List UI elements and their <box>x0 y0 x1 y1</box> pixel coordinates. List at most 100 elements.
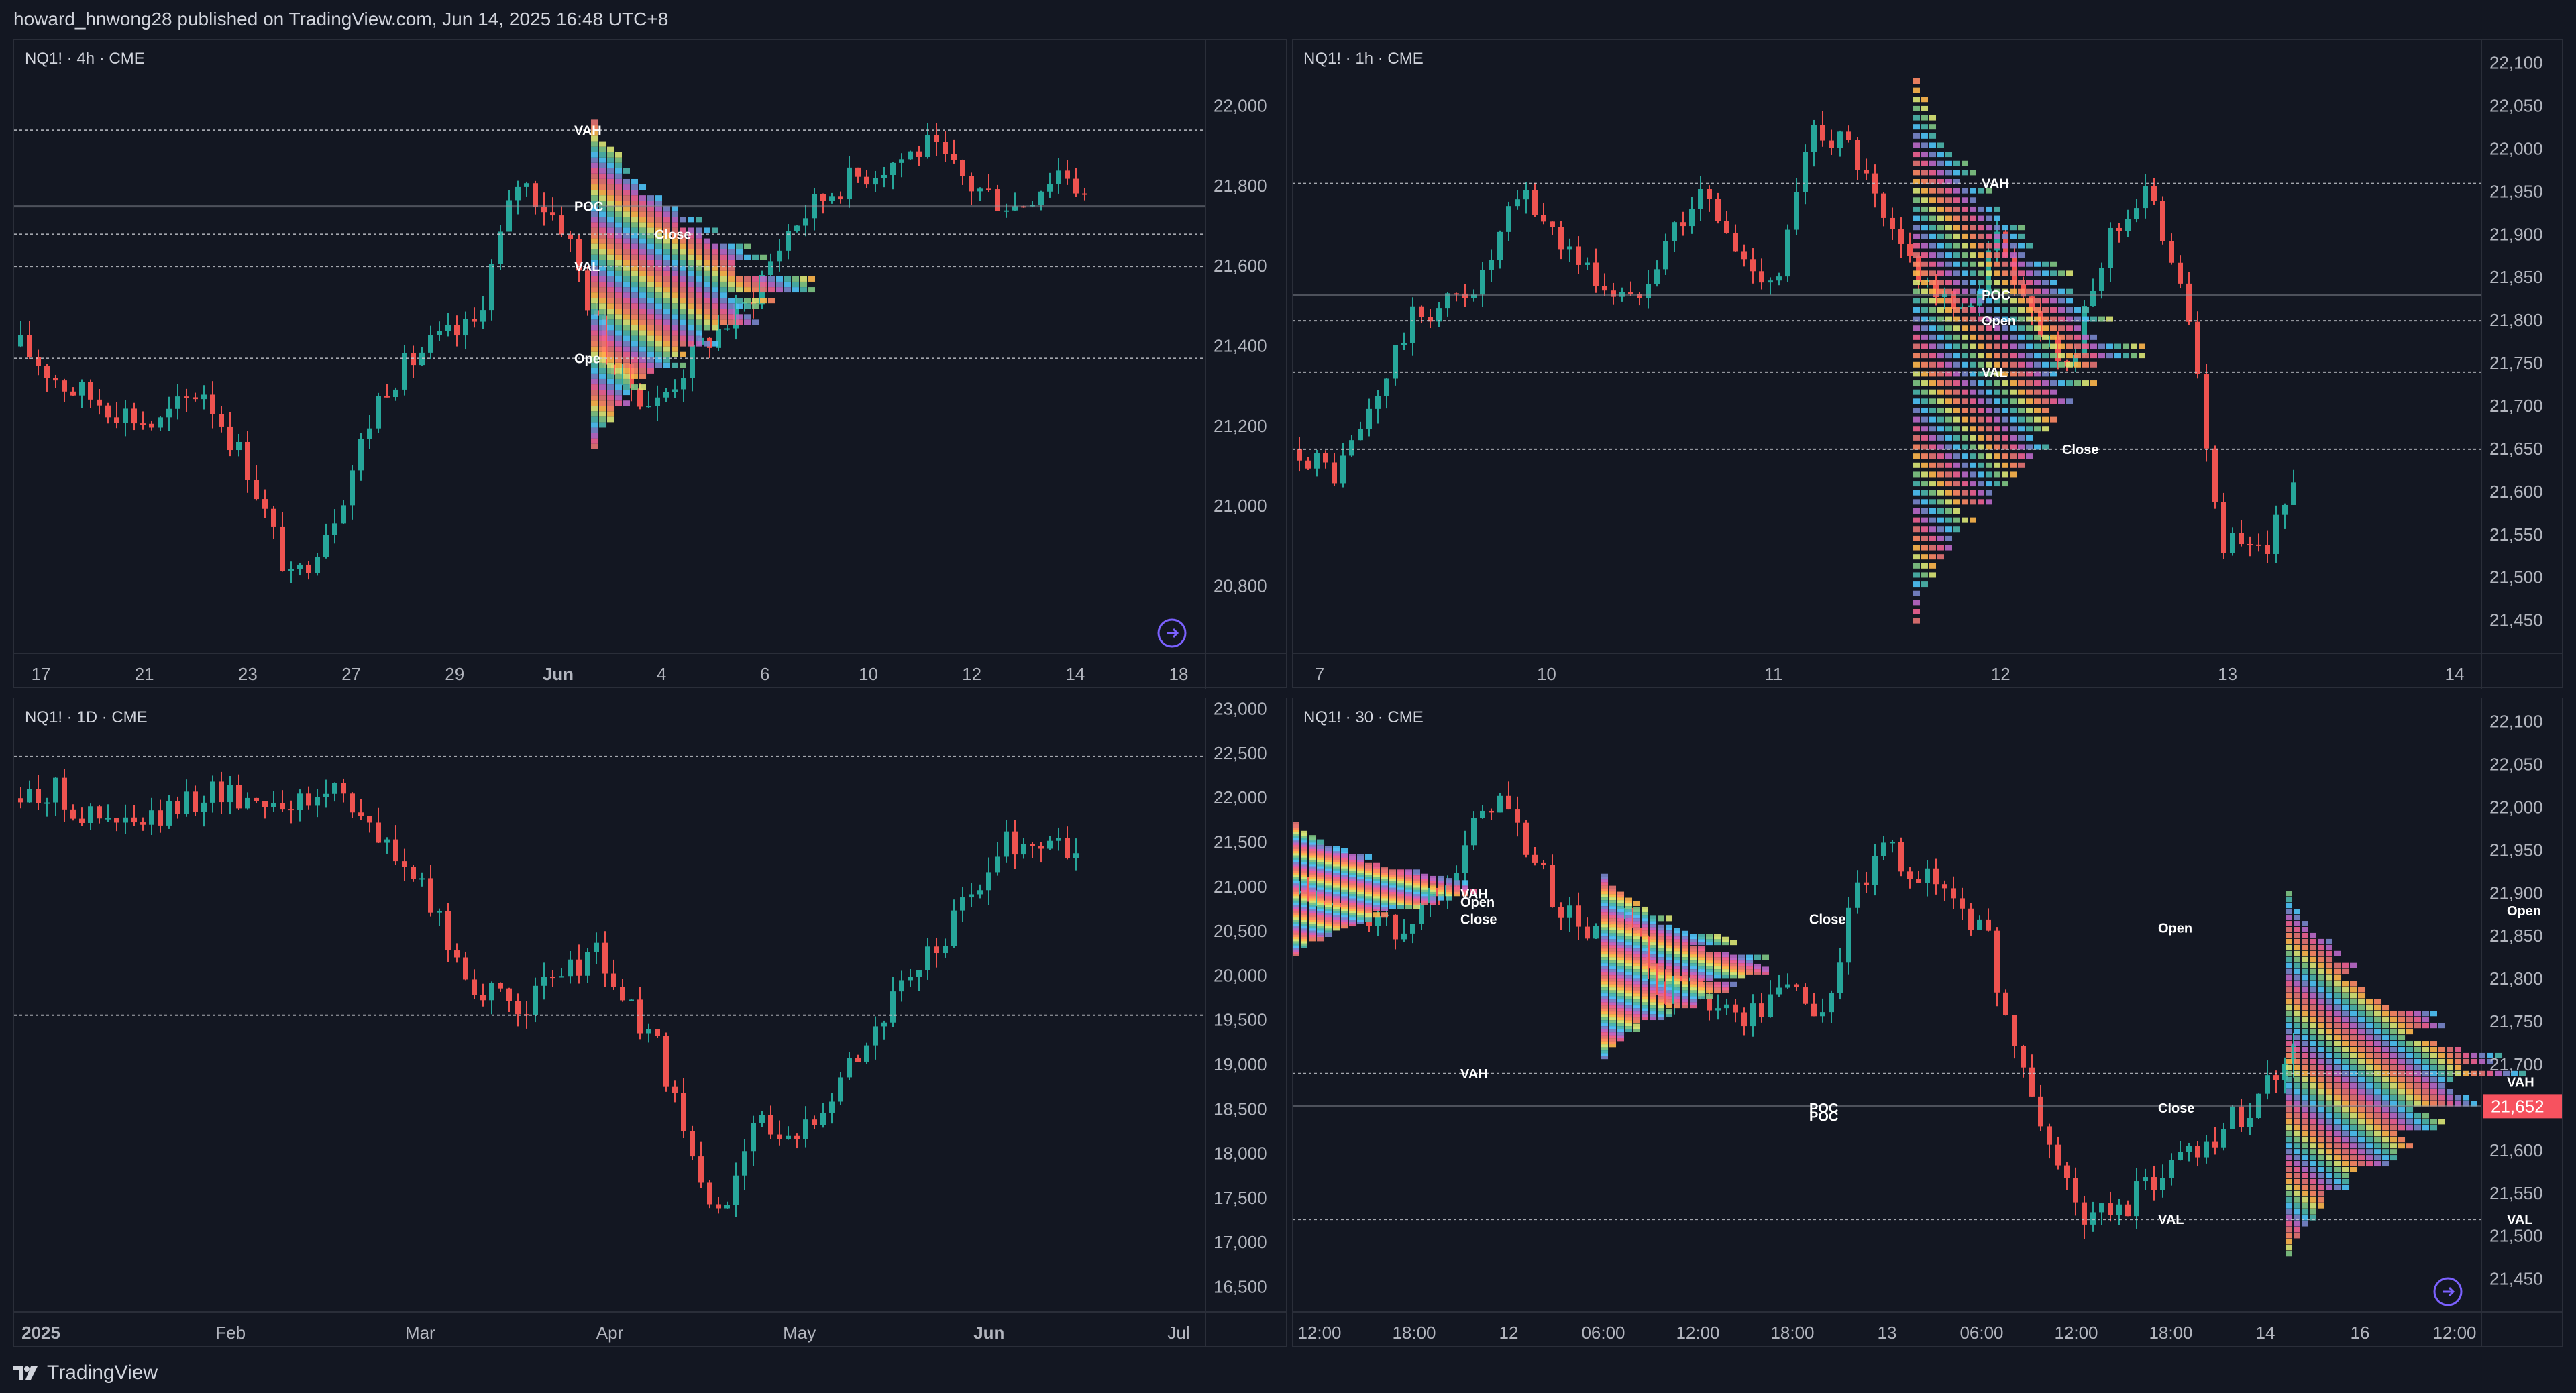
volume-profile-cell <box>1633 918 1640 924</box>
candle-body <box>629 999 634 1001</box>
volume-profile-cell <box>2034 334 2041 340</box>
tradingview-logo[interactable]: TradingView <box>13 1361 158 1384</box>
candle-body <box>393 389 398 398</box>
volume-profile-cell <box>728 265 735 271</box>
y-tick-label: 21,550 <box>2489 1183 2543 1203</box>
volume-profile-cell <box>680 227 686 233</box>
volume-profile-cell <box>663 330 670 336</box>
volume-profile-cell <box>1913 416 1920 423</box>
chart-svg-1d[interactable]: 23,00022,50022,00021,50021,00020,50020,0… <box>14 698 1287 1347</box>
candle-body <box>280 526 285 571</box>
chart-svg-1h[interactable]: VAHPOCOpenVALClose22,10022,05022,00021,9… <box>1293 40 2563 689</box>
volume-profile-cell <box>1601 877 1608 883</box>
chart-svg-4h[interactable]: VAHPOCVALCloseOpe22,00021,80021,60021,40… <box>14 40 1287 689</box>
volume-profile-cell <box>1625 1011 1632 1017</box>
volume-profile-cell <box>2374 1095 2381 1101</box>
volume-profile-cell <box>1738 963 1745 969</box>
candle-body <box>1480 270 1485 295</box>
volume-profile-cell <box>1970 316 1976 322</box>
volume-profile-cell <box>2358 1058 2365 1064</box>
volume-profile-cell <box>688 249 694 255</box>
candle-body <box>472 979 477 995</box>
volume-profile-cell <box>1666 966 1672 972</box>
volume-profile-cell <box>2026 298 2033 304</box>
volume-profile-cell <box>2066 380 2073 386</box>
candle-body <box>489 264 494 311</box>
volume-profile-cell <box>2318 1095 2324 1101</box>
volume-profile-cell <box>2342 1101 2349 1107</box>
volume-profile-cell <box>2374 1023 2381 1029</box>
y-tick-label: 21,600 <box>2489 482 2543 502</box>
candle-body <box>1968 305 1974 307</box>
volume-profile-cell <box>2350 1005 2357 1011</box>
volume-profile-cell <box>1405 903 1412 909</box>
volume-profile-cell <box>2342 1095 2349 1101</box>
volume-profile-cell <box>1937 371 1944 377</box>
volume-profile-cell <box>2139 343 2145 349</box>
candle-body <box>245 797 250 809</box>
volume-profile-cell <box>688 282 694 288</box>
volume-profile-cell <box>1953 206 1960 212</box>
volume-profile-cell <box>1633 1003 1640 1009</box>
chart-panel-30m[interactable]: VAH Close Open VAH Open POC VAL Open VAH POC Close… <box>1292 698 2563 1347</box>
volume-profile-cell <box>2318 956 2324 962</box>
candle-body <box>1305 460 1311 469</box>
candle-body <box>1523 822 1529 855</box>
volume-profile-cell <box>1633 954 1640 960</box>
candle-body <box>934 135 939 142</box>
volume-profile-cell <box>2398 1113 2405 1119</box>
volume-profile-cell <box>1674 975 1680 981</box>
volume-profile-cell <box>792 282 799 288</box>
volume-profile-cell <box>2326 950 2332 956</box>
volume-profile-cell <box>736 314 743 320</box>
volume-profile-cell <box>2058 316 2065 322</box>
volume-profile-cell <box>1913 600 1920 606</box>
candle-body <box>777 1134 782 1139</box>
volume-profile-cell <box>1937 343 1944 349</box>
volume-profile-cell <box>2366 1143 2373 1149</box>
candle-body <box>672 1086 678 1093</box>
volume-profile-cell <box>704 303 710 309</box>
volume-profile-cell <box>2310 974 2316 981</box>
volume-profile-cell <box>1986 481 1992 487</box>
x-tick-label: 23 <box>238 664 258 684</box>
volume-profile-cell <box>639 373 646 379</box>
volume-profile-cell <box>1658 1005 1664 1011</box>
candle-body <box>114 818 119 823</box>
volume-profile-cell <box>1625 993 1632 999</box>
volume-profile-cell <box>1746 960 1753 966</box>
volume-profile-cell <box>607 314 614 320</box>
candle-body <box>977 890 983 895</box>
volume-profile-cell <box>2310 1052 2316 1058</box>
volume-profile-cell <box>1953 261 1960 267</box>
candle-body <box>2160 201 2165 241</box>
volume-profile-cell <box>736 276 743 282</box>
volume-profile-cell <box>1690 966 1697 972</box>
volume-profile-cell <box>2286 1035 2292 1041</box>
volume-profile-cell <box>2422 1058 2429 1064</box>
chart-panel-1d[interactable]: 23,000 22,500 22,000 21,500 21,000 20,500 20,0… <box>13 698 1287 1347</box>
volume-profile-cell <box>615 357 622 363</box>
volume-profile-cell <box>2358 1005 2365 1011</box>
scroll-to-realtime-icon <box>1157 618 1187 648</box>
volume-profile-cell <box>1970 490 1976 496</box>
chart-panel-1h[interactable]: VAH POC Open VAL Close 22,100 22,050 22,000 21,9… <box>1292 39 2563 689</box>
volume-profile-cell <box>631 330 638 336</box>
volume-profile-cell <box>2286 1233 2292 1239</box>
volume-profile-cell <box>2326 1131 2332 1137</box>
volume-profile-cell <box>2487 1070 2493 1076</box>
candle-body <box>2134 1181 2139 1217</box>
volume-profile-cell <box>800 282 807 288</box>
volume-profile-cell <box>2334 981 2341 987</box>
volume-profile-cell <box>1929 307 1936 313</box>
candle-body <box>742 1151 747 1176</box>
chart-panel-4h[interactable]: VAH POC VAL Close Ope 22,000 21,800 21,600 21,40… <box>13 39 1287 689</box>
volume-profile-cell <box>1666 934 1672 940</box>
volume-profile-cell <box>591 249 598 255</box>
x-tick-label: 12 <box>962 664 981 684</box>
volume-profile-cell <box>1658 981 1664 987</box>
volume-profile-cell <box>1633 1015 1640 1021</box>
volume-profile-cell <box>1953 298 1960 304</box>
volume-profile-cell <box>1913 398 1920 404</box>
